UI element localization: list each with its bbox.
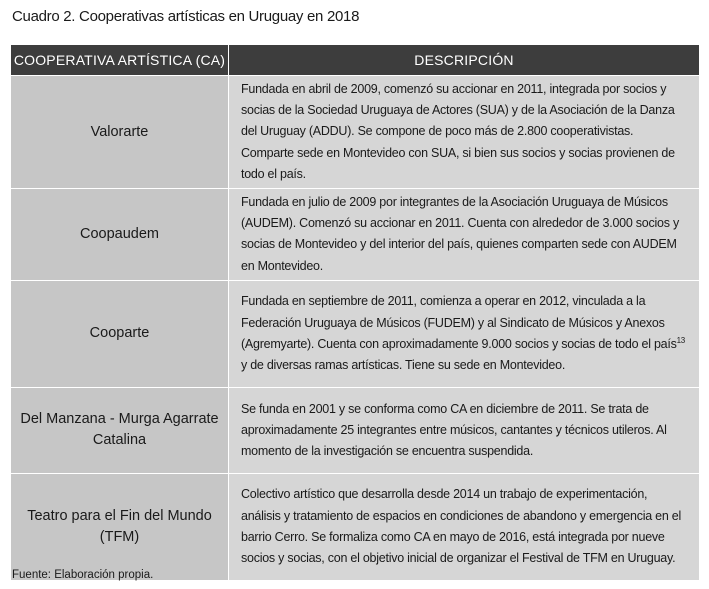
cooperative-name: Valorarte	[10, 74, 229, 190]
header-description: DESCRIPCIÓN	[228, 44, 700, 76]
cooperative-name: Teatro para el Fin del Mundo (TFM)	[10, 472, 229, 581]
table-row: Del Manzana - Murga Agarrate Catalina Se…	[10, 386, 700, 474]
description-text: Fundada en septiembre de 2011, comienza …	[241, 294, 677, 351]
cooperative-name: Cooparte	[10, 279, 229, 388]
footnote-marker: 13	[676, 335, 686, 345]
description-text-cont: y de diversas ramas artísticas. Tiene su…	[241, 358, 566, 373]
header-cooperative: COOPERATIVA ARTÍSTICA (CA)	[10, 44, 229, 76]
cooperatives-table: COOPERATIVA ARTÍSTICA (CA) DESCRIPCIÓN V…	[10, 44, 700, 581]
table-caption: Cuadro 2. Cooperativas artísticas en Uru…	[12, 8, 360, 25]
table-row: Coopaudem Fundada en julio de 2009 por i…	[10, 188, 700, 281]
cooperative-description: Fundada en abril de 2009, comenzó su acc…	[228, 74, 700, 190]
table-header-row: COOPERATIVA ARTÍSTICA (CA) DESCRIPCIÓN	[10, 44, 700, 76]
cooperative-description: Fundada en septiembre de 2011, comienza …	[228, 279, 700, 388]
source-note: Fuente: Elaboración propia.	[12, 569, 154, 581]
table-row: Valorarte Fundada en abril de 2009, come…	[10, 74, 700, 190]
table-row: Teatro para el Fin del Mundo (TFM) Colec…	[10, 472, 700, 581]
table-row: Cooparte Fundada en septiembre de 2011, …	[10, 279, 700, 388]
cooperative-description: Se funda en 2001 y se conforma como CA e…	[228, 386, 700, 474]
cooperative-description: Fundada en julio de 2009 por integrantes…	[228, 188, 700, 281]
cooperative-description: Colectivo artístico que desarrolla desde…	[228, 472, 700, 581]
cooperative-name: Del Manzana - Murga Agarrate Catalina	[10, 386, 229, 474]
cooperative-name: Coopaudem	[10, 188, 229, 281]
